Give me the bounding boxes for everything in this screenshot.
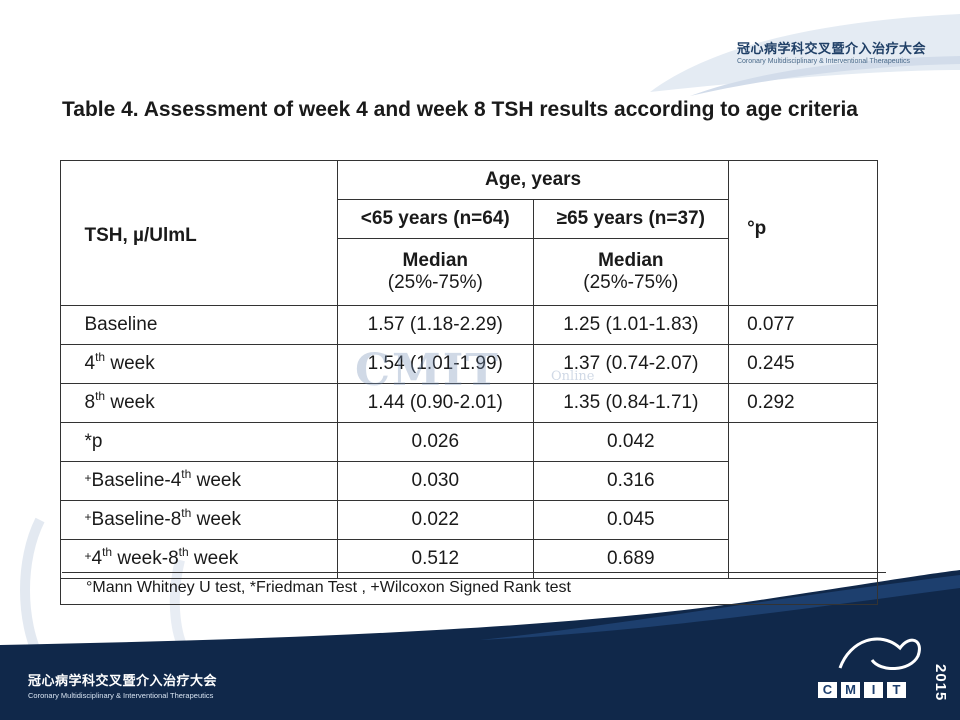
p-value: 0.245 <box>728 343 878 384</box>
slide-title: Table 4. Assessment of week 4 and week 8… <box>62 98 858 121</box>
group2-value: 0.042 <box>532 421 730 462</box>
table-row: +Baseline-8th week 0.022 0.045 <box>59 499 877 540</box>
row-label: +Baseline-8th week <box>59 499 339 540</box>
group1-value: 0.022 <box>337 499 534 540</box>
p-value: 0.077 <box>728 304 878 345</box>
table-row: +Baseline-4th week 0.030 0.316 <box>59 460 877 501</box>
median-header-2: Median (25%-75%) <box>532 237 730 306</box>
median-label: Median <box>402 249 468 271</box>
group1-value: 0.026 <box>337 421 534 462</box>
median-label: Median <box>598 249 664 271</box>
left-decor <box>20 517 45 663</box>
footer-organization: 冠心病学科交叉暨介入治疗大会 Coronary Multidisciplinar… <box>28 670 217 700</box>
table-header-row-3: Median (25%-75%) Median (25%-75%) <box>60 237 877 306</box>
results-table-frame: TSH, µ/UlmL Age, years °p <65 years (n=6… <box>59 159 878 605</box>
iqr-label: (25%-75%) <box>583 271 679 293</box>
group2-value: 1.37 (0.74-2.07) <box>532 343 730 384</box>
header-org-cn: 冠心病学科交叉暨介入治疗大会 <box>736 42 926 57</box>
group2-value: 0.316 <box>532 460 730 501</box>
header-swoosh <box>650 0 960 92</box>
logo-letter: T <box>887 682 906 698</box>
row-label: +Baseline-4th week <box>59 460 339 501</box>
header-org-en: Coronary Multidisciplinary & Interventio… <box>736 58 910 65</box>
group2-value: 1.25 (1.01-1.83) <box>532 304 730 345</box>
row-label: +4th week-8th week <box>59 538 339 579</box>
group1-value: 0.512 <box>337 538 534 579</box>
table-row: *p 0.026 0.042 <box>59 421 878 579</box>
group2-value: 0.689 <box>532 538 730 579</box>
group1-value: 1.44 (0.90-2.01) <box>337 382 534 423</box>
table-header-row-2: <65 years (n=64) ≥65 years (n=37) <box>60 198 877 239</box>
row-label: 8th week <box>59 382 339 423</box>
footer-band-highlight <box>480 575 960 640</box>
watermark-subtext: Online <box>551 369 595 384</box>
table-header-row-1: TSH, µ/UlmL Age, years °p <box>59 159 878 306</box>
corner-header: TSH, µ/UlmL <box>59 159 339 306</box>
watermark-text: CMIT <box>355 345 501 396</box>
results-table: TSH, µ/UlmL Age, years °p <65 years (n=6… <box>59 159 878 579</box>
median-header-1: Median (25%-75%) <box>337 237 534 306</box>
table-footnote: °Mann Whitney U test, *Friedman Test , +… <box>62 572 886 603</box>
group1-value: 0.030 <box>337 460 534 501</box>
row-label: 4th week <box>59 343 339 384</box>
table-row: +4th week-8th week 0.512 0.689 <box>59 538 877 579</box>
group1-value: 1.57 (1.18-2.29) <box>337 304 534 345</box>
header-swoosh-2 <box>690 56 960 96</box>
p-value: 0.292 <box>728 382 878 423</box>
footer-band <box>0 570 960 720</box>
logo-swirl-icon <box>838 637 921 670</box>
cmit-logo: C M I T <box>818 682 906 698</box>
group2-header: ≥65 years (n=37) <box>532 198 730 239</box>
p-value-empty <box>728 421 878 579</box>
age-header: Age, years <box>337 159 730 200</box>
table-row: Baseline 1.57 (1.18-2.29) 1.25 (1.01-1.8… <box>59 304 878 345</box>
logo-letter: C <box>818 682 837 698</box>
row-label: *p <box>59 421 339 462</box>
footer-org-cn: 冠心病学科交叉暨介入治疗大会 <box>28 674 218 689</box>
logo-year: 2015 <box>932 664 949 702</box>
watermark: CMIT Online <box>355 345 594 396</box>
logo-letter: I <box>864 682 883 698</box>
group2-value: 1.35 (0.84-1.71) <box>532 382 730 423</box>
iqr-label: (25%-75%) <box>387 271 483 293</box>
group1-header: <65 years (n=64) <box>337 198 534 239</box>
logo-letter: M <box>841 682 860 698</box>
table-row: 8th week 1.44 (0.90-2.01) 1.35 (0.84-1.7… <box>59 382 878 423</box>
footer-org-en: Coronary Multidisciplinary & Interventio… <box>28 691 214 700</box>
table-row: 4th week 1.54 (1.01-1.99) 1.37 (0.74-2.0… <box>59 343 878 384</box>
p-header: °p <box>728 159 878 306</box>
group2-value: 0.045 <box>532 499 730 540</box>
row-label: Baseline <box>59 304 339 345</box>
header-organization: 冠心病学科交叉暨介入治疗大会 Coronary Multidisciplinar… <box>737 38 926 65</box>
